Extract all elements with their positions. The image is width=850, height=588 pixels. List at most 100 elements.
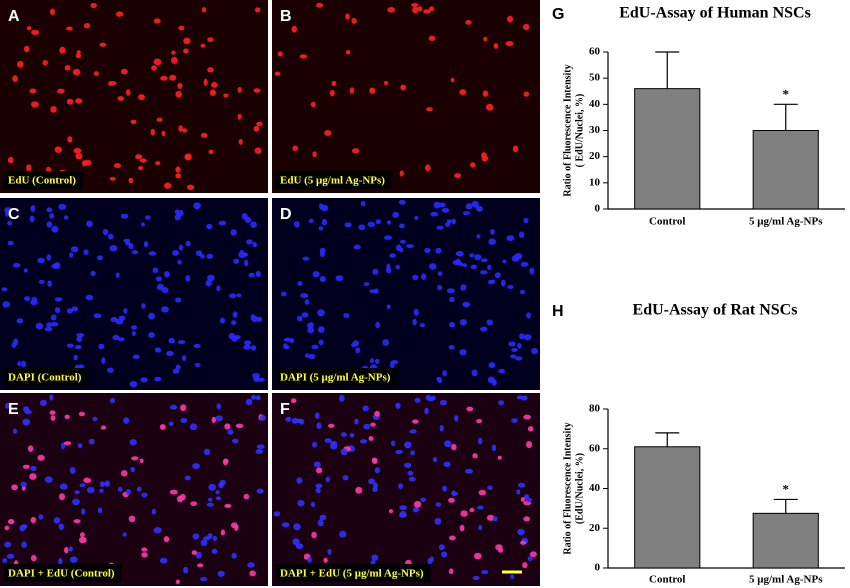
cell <box>90 2 97 9</box>
cell <box>442 485 448 492</box>
cell <box>22 418 31 426</box>
cell <box>125 489 132 495</box>
cell <box>209 89 216 96</box>
cell <box>175 173 181 179</box>
cell <box>327 548 332 555</box>
cell <box>298 418 305 425</box>
cell <box>472 575 480 581</box>
cell <box>368 436 374 441</box>
cell <box>46 322 52 328</box>
cell <box>527 426 534 432</box>
cell <box>192 533 200 540</box>
cell <box>451 218 457 225</box>
cell <box>407 470 414 476</box>
cell <box>400 84 407 91</box>
cell <box>175 579 180 585</box>
cell <box>223 93 229 98</box>
cell <box>400 239 406 244</box>
x-tick-label: Control <box>649 216 685 228</box>
cell <box>58 203 67 210</box>
cell <box>64 65 71 71</box>
cell <box>256 316 262 322</box>
cell <box>156 283 165 291</box>
cell <box>311 344 319 350</box>
cell <box>315 487 321 494</box>
cell <box>109 245 118 252</box>
cell <box>325 476 331 483</box>
cell <box>190 501 198 507</box>
cell <box>23 268 28 273</box>
cell <box>449 296 455 303</box>
cell <box>75 98 83 104</box>
bar <box>752 512 819 569</box>
cell <box>480 326 488 332</box>
cell <box>138 94 145 101</box>
cell <box>254 7 261 13</box>
cell <box>428 6 435 12</box>
cell <box>212 535 218 542</box>
cell <box>390 361 395 369</box>
cell <box>252 241 257 248</box>
cell <box>244 340 252 346</box>
cell <box>355 486 363 494</box>
cell <box>345 50 351 55</box>
cell <box>161 306 169 313</box>
cell <box>354 418 359 425</box>
cell <box>153 18 161 24</box>
cell <box>320 204 329 212</box>
cell <box>388 509 394 514</box>
cell <box>215 496 222 501</box>
cell <box>519 289 526 295</box>
cell <box>153 527 162 534</box>
panel-background <box>272 198 540 390</box>
caption-box <box>3 564 122 582</box>
cell <box>293 523 301 531</box>
cell <box>151 508 157 515</box>
cell <box>511 348 518 352</box>
cell <box>437 271 443 277</box>
cell <box>465 468 473 474</box>
cell <box>44 476 53 483</box>
cell <box>497 455 502 460</box>
cell <box>277 51 283 57</box>
cell <box>526 441 533 448</box>
cell <box>369 289 377 294</box>
cell <box>409 429 417 434</box>
cell <box>479 270 488 275</box>
cell <box>387 7 396 13</box>
cell <box>112 334 120 341</box>
cell <box>316 467 323 474</box>
cell <box>459 89 467 96</box>
cell <box>349 87 355 94</box>
cell <box>175 297 182 303</box>
cell <box>451 443 457 451</box>
cell <box>454 173 462 179</box>
cell <box>200 132 208 138</box>
cell <box>465 20 472 25</box>
cell <box>108 81 113 87</box>
cell <box>254 147 262 154</box>
panel-letter: C <box>8 206 20 223</box>
cell <box>251 394 256 400</box>
y-tick-label: 20 <box>589 150 601 162</box>
cell <box>78 364 85 369</box>
cell <box>109 176 116 181</box>
cell <box>250 221 257 228</box>
cell <box>488 279 493 285</box>
cell <box>342 475 349 481</box>
cell <box>343 313 350 319</box>
cell <box>159 424 166 430</box>
cell <box>476 418 482 424</box>
cell <box>21 541 27 548</box>
cell <box>523 516 530 522</box>
bar <box>752 130 819 210</box>
cell <box>68 546 73 552</box>
cell <box>160 75 168 81</box>
cell <box>375 219 382 225</box>
cell <box>340 432 347 437</box>
cell <box>179 493 186 501</box>
cell <box>529 551 537 558</box>
cell <box>487 485 493 491</box>
cell <box>360 200 366 207</box>
image-panel: C DAPI (Control) <box>0 198 268 390</box>
